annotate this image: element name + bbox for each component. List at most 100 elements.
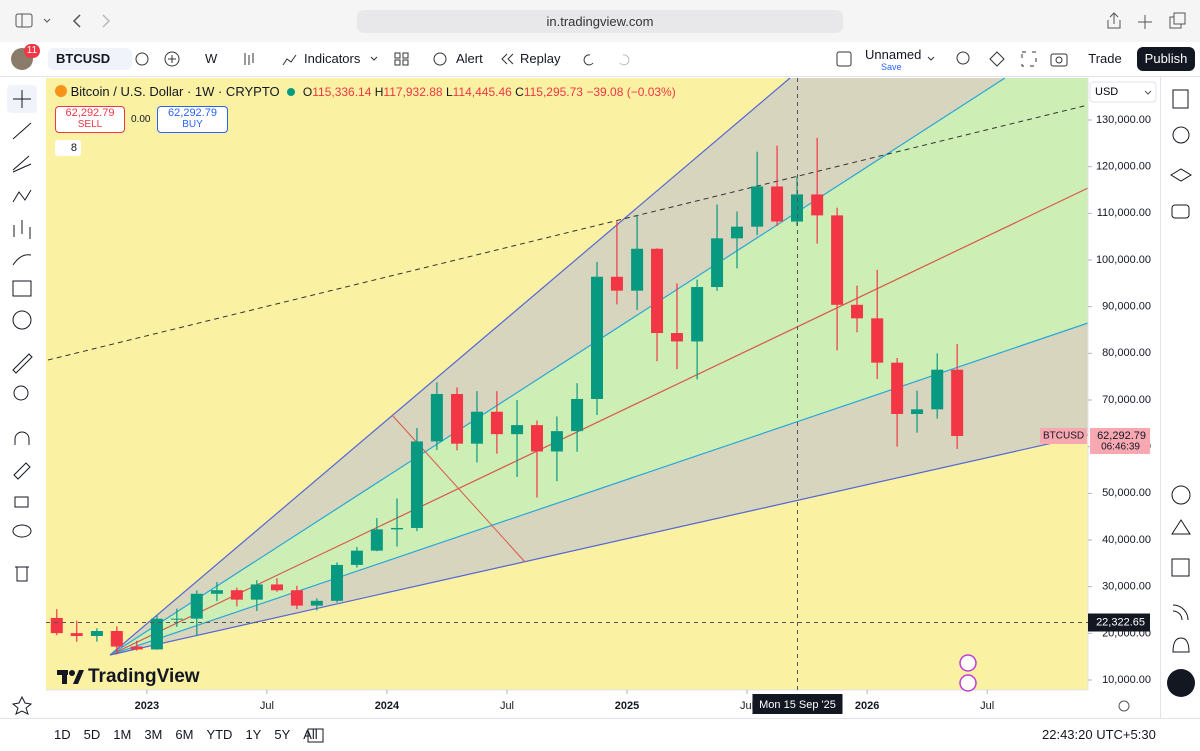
indicators[interactable]: Indicators <box>304 51 361 66</box>
browser-bar: in.tradingview.com <box>0 0 1200 42</box>
candle-body <box>230 590 243 600</box>
interval[interactable]: W <box>205 51 218 66</box>
candle-body <box>871 318 884 363</box>
candle-body <box>310 600 323 606</box>
range-button[interactable]: 6M <box>175 727 194 742</box>
symbol: BTCUSD <box>56 51 111 66</box>
candle-body <box>150 618 163 650</box>
range-button[interactable]: 3M <box>144 727 163 742</box>
fan-cross-line <box>391 414 526 563</box>
settings-icon[interactable] <box>1118 700 1130 712</box>
x-tick-label: Jul <box>740 700 754 712</box>
range-button[interactable]: 1Y <box>245 727 262 742</box>
y-tick-label: 100,000.00 <box>1096 254 1151 266</box>
ohlc-value: 115,295.73 <box>523 85 583 99</box>
buy-label: BUY <box>182 119 203 130</box>
candle-body <box>430 393 443 442</box>
toolbar-icons <box>135 51 1068 67</box>
ohlc-label: C <box>515 85 524 99</box>
candle-body <box>811 194 824 216</box>
fan-line <box>109 434 1089 656</box>
price-axis <box>1088 78 1160 690</box>
buy-button[interactable]: 62,292.79 BUY <box>157 106 228 133</box>
range-button[interactable]: 5Y <box>274 727 291 742</box>
time-axis <box>0 690 1160 718</box>
candle-body <box>550 431 563 452</box>
symbol-search[interactable]: BTCUSD <box>48 48 132 70</box>
range-button[interactable]: 1M <box>113 727 132 742</box>
event-icon[interactable] <box>959 674 977 692</box>
candle-body <box>530 425 543 452</box>
candle-body <box>691 287 704 342</box>
candle-body <box>931 369 944 410</box>
top-toolbar: 11 BTCUSD W Indicators Alert Replay Unna… <box>0 42 1200 77</box>
layout-name[interactable]: Unnamed <box>865 47 922 62</box>
x-tick-label: Jul <box>500 700 514 712</box>
watermark: TradingView <box>88 666 200 687</box>
y-tick-label: 90,000.00 <box>1102 301 1151 313</box>
address-bar[interactable]: in.tradingview.com <box>357 10 843 33</box>
currency-select[interactable] <box>1089 81 1157 103</box>
sell-label: SELL <box>77 119 103 130</box>
alert[interactable]: Alert <box>456 51 483 66</box>
sell-price: 62,292.79 <box>65 107 115 119</box>
publish-button[interactable]: Publish <box>1137 47 1195 71</box>
fan-line <box>109 322 1089 656</box>
fan-line <box>109 77 1006 656</box>
candle-body <box>391 527 404 530</box>
range-button[interactable]: YTD <box>206 727 233 742</box>
x-tick-label: Jul <box>980 700 994 712</box>
candle-body <box>290 590 303 606</box>
symbol-tag <box>1040 427 1087 444</box>
x-tick-label: 2026 <box>855 700 879 712</box>
candle-body <box>110 631 123 647</box>
ohlc-change: −39.08 (−0.03%) <box>586 85 676 99</box>
candle-body <box>651 248 664 334</box>
clock: 22:43:20 UTC+5:30 <box>1042 727 1156 742</box>
range-button[interactable]: 1D <box>54 727 71 742</box>
fan-line <box>109 77 791 656</box>
trade-button[interactable]: Trade <box>1088 51 1122 66</box>
range-button[interactable]: 5D <box>83 727 101 742</box>
replay[interactable]: Replay <box>520 51 561 66</box>
last-price-label: 62,292.79 <box>1097 430 1146 442</box>
crosshair-time-label: Mon 15 Sep '25 <box>759 699 836 711</box>
ohlc-label: H <box>374 85 384 99</box>
crosshair-price-label: 22,322.65 <box>1096 616 1145 628</box>
range-button[interactable]: All <box>303 727 318 742</box>
symbol-title: Bitcoin / U.S. Dollar · 1W · CRYPTO <box>70 84 280 99</box>
event-icon[interactable] <box>959 654 977 672</box>
x-tick-label: Jul <box>260 700 274 712</box>
crosshair-price-box <box>1088 613 1150 632</box>
candle-body <box>470 411 483 444</box>
ohlc-label: O <box>302 85 313 99</box>
sell-button[interactable]: 62,292.79 SELL <box>55 106 125 133</box>
candle-body <box>410 441 423 528</box>
indicators-toggle[interactable]: 8 <box>55 140 81 156</box>
y-tick-label: 10,000.00 <box>1102 674 1151 686</box>
candles <box>50 137 964 655</box>
currency: USD <box>1095 86 1118 98</box>
candle-body <box>170 618 183 620</box>
ohlc-value: 115,336.14 <box>312 85 372 99</box>
candle-body <box>90 631 103 637</box>
y-tick-label: 110,000.00 <box>1097 207 1151 219</box>
candle-body <box>50 617 63 634</box>
legend: Bitcoin / U.S. Dollar · 1W · CRYPTO O115… <box>55 84 676 99</box>
symbol-tag-label: BTCUSD <box>1043 431 1084 442</box>
candle-body <box>370 529 383 551</box>
goto-date-icon[interactable] <box>306 726 326 744</box>
browser-nav-icons <box>15 13 111 28</box>
candle-body <box>891 362 904 415</box>
chevron <box>1144 90 1152 95</box>
y-tick-label: 80,000.00 <box>1102 347 1151 359</box>
x-tick-label: 2025 <box>615 700 639 712</box>
candle-body <box>330 564 343 601</box>
ohlc-value: 114,445.46 <box>452 85 512 99</box>
candle-body <box>511 425 524 435</box>
candle-body <box>571 398 584 432</box>
y-tick-label: 120,000.00 <box>1096 161 1151 173</box>
